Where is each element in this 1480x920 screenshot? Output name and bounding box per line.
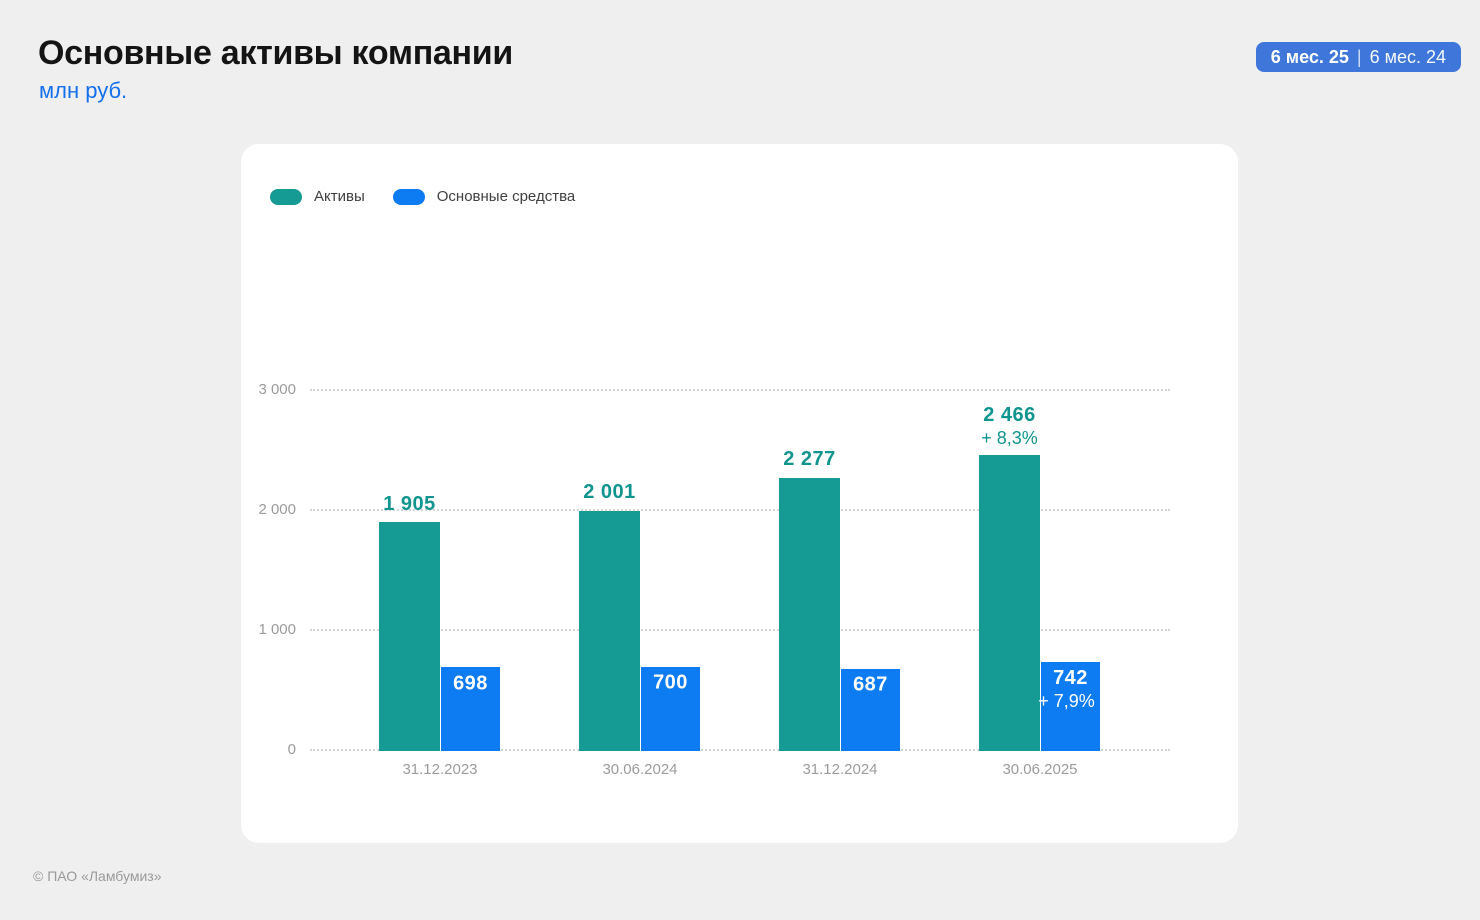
value-fixed-assets: 687 <box>853 673 888 696</box>
bar-assets-31.12.2024 <box>779 477 840 751</box>
legend-label: Активы <box>314 188 365 205</box>
gridline-3000 <box>310 389 1170 391</box>
gridline-1000 <box>310 629 1170 631</box>
legend-swatch-icon <box>270 188 302 205</box>
x-axis-label-31.12.2024: 31.12.2024 <box>802 761 878 778</box>
value-assets: 2 001 <box>583 481 636 504</box>
legend-label: Основные средства <box>436 188 576 205</box>
bar-assets-30.06.2025 <box>979 455 1040 751</box>
y-tick-label-2000: 2 000 <box>258 501 296 518</box>
bar-fixed-assets-30.06.2025 <box>1041 661 1100 751</box>
chart-card: Активы Основные средства 0 1 000 2 000 3 000… <box>241 144 1238 843</box>
gridline-2000 <box>310 509 1170 511</box>
legend-swatch-icon <box>392 188 425 205</box>
x-axis-label-30.06.2025: 30.06.2025 <box>1002 761 1078 778</box>
value-fixed-assets: 698 <box>453 672 488 695</box>
period-badge: 6 мес. 25 | 6 мес. 24 <box>1255 42 1461 72</box>
bar-fixed-assets-30.06.2024 <box>641 667 700 751</box>
page-subtitle: млн руб. <box>39 78 128 103</box>
x-axis-label-31.12.2023: 31.12.2023 <box>402 761 478 778</box>
growth-fixed-assets: + 7,9% <box>1038 690 1095 711</box>
value-label-assets-31.12.2024: 2 277 <box>779 448 840 472</box>
value-label-assets-31.12.2023: 1 905 <box>379 493 440 517</box>
period-previous: 6 мес. 24 <box>1369 46 1446 67</box>
value-label-fixed-assets-30.06.2024: 700 <box>641 672 700 696</box>
y-tick-label-0: 0 <box>287 741 296 758</box>
period-current: 6 мес. 25 <box>1270 46 1349 67</box>
bar-chart-plot: 0 1 000 2 000 3 000 1 905 698 31.12.2023 2 001 7… <box>258 381 1170 778</box>
bar-assets-31.12.2023 <box>379 522 440 751</box>
bar-assets-30.06.2024 <box>579 510 640 751</box>
value-label-assets-30.06.2024: 2 001 <box>579 481 640 505</box>
growth-assets: + 8,3% <box>981 427 1038 448</box>
value-label-fixed-assets-31.12.2024: 687 <box>841 674 900 698</box>
value-assets: 1 905 <box>383 492 436 515</box>
value-fixed-assets: 742 <box>1053 666 1088 689</box>
value-assets: 2 277 <box>783 448 836 471</box>
x-axis-label-30.06.2024: 30.06.2024 <box>602 761 678 778</box>
y-tick-label-3000: 3 000 <box>258 381 296 398</box>
y-tick-label-1000: 1 000 <box>258 621 296 638</box>
value-label-assets-30.06.2025: 2 466 + 8,3% <box>979 404 1040 449</box>
value-fixed-assets: 700 <box>653 672 688 694</box>
legend-item-fixed-assets: Основные средства <box>392 188 576 205</box>
value-label-fixed-assets-31.12.2023: 698 <box>441 672 500 696</box>
gridline-0 <box>310 749 1170 751</box>
value-label-fixed-assets-30.06.2025: 742 + 7,9% <box>1038 666 1100 712</box>
bar-fixed-assets-31.12.2023 <box>441 667 500 751</box>
legend-item-assets: Активы <box>270 188 365 205</box>
copyright: © ПАО «Ламбумиз» <box>33 868 162 884</box>
chart-legend: Активы Основные средства <box>270 188 575 205</box>
bar-fixed-assets-31.12.2024 <box>841 668 900 751</box>
page-title: Основные активы компании <box>38 34 513 72</box>
value-assets: 2 466 <box>983 404 1036 427</box>
period-separator: | <box>1356 46 1362 67</box>
